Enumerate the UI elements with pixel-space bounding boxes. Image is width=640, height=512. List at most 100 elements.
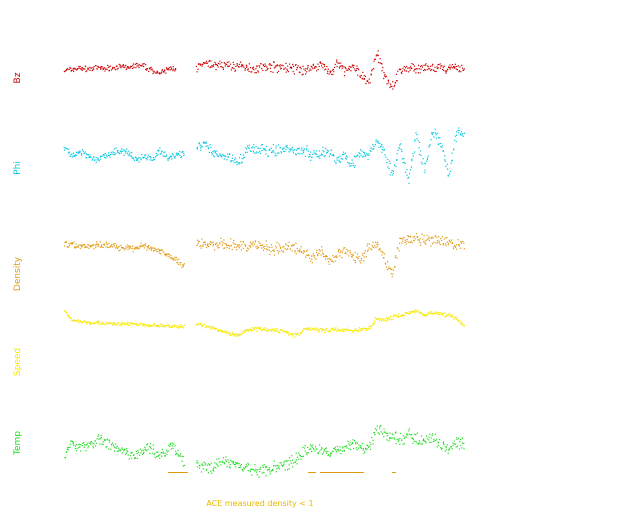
data-point xyxy=(148,326,150,328)
data-point xyxy=(459,66,461,68)
data-point xyxy=(231,157,233,159)
data-point xyxy=(303,250,305,252)
data-point xyxy=(292,149,294,152)
data-point xyxy=(173,68,175,70)
data-point xyxy=(312,153,314,155)
data-point xyxy=(160,325,162,327)
data-point xyxy=(104,323,106,325)
data-point xyxy=(324,147,327,150)
data-point xyxy=(366,154,368,156)
data-point xyxy=(341,257,343,259)
data-point xyxy=(252,68,254,70)
data-point xyxy=(121,247,123,249)
data-point xyxy=(224,463,226,465)
data-point xyxy=(125,453,127,455)
data-point xyxy=(157,324,159,326)
data-point xyxy=(290,333,292,335)
data-point xyxy=(198,240,200,242)
data-point xyxy=(225,63,227,65)
data-point xyxy=(232,67,234,69)
data-point xyxy=(281,464,283,466)
data-point xyxy=(77,153,79,155)
data-point xyxy=(266,469,268,471)
data-point xyxy=(260,144,262,146)
data-point xyxy=(458,71,460,73)
data-point xyxy=(67,148,69,150)
data-point xyxy=(400,315,402,317)
data-point xyxy=(302,252,304,254)
data-point xyxy=(427,66,429,68)
data-point xyxy=(445,316,447,318)
data-point xyxy=(211,152,213,154)
data-point xyxy=(460,321,462,324)
data-point xyxy=(204,462,206,464)
data-point xyxy=(150,157,152,159)
data-point xyxy=(383,77,385,80)
data-point xyxy=(204,243,206,246)
data-point xyxy=(400,314,402,316)
data-point xyxy=(105,246,107,248)
data-point xyxy=(274,66,276,68)
data-point xyxy=(222,68,224,70)
data-point xyxy=(101,321,103,323)
data-point xyxy=(342,447,344,449)
data-point xyxy=(238,335,240,337)
data-point xyxy=(307,446,309,448)
data-point xyxy=(415,68,417,70)
data-point xyxy=(69,317,71,319)
data-point xyxy=(336,159,338,161)
data-point xyxy=(200,149,202,151)
data-point xyxy=(357,68,359,70)
data-point xyxy=(306,249,308,251)
data-point xyxy=(380,431,382,433)
data-point xyxy=(251,243,253,245)
data-point xyxy=(320,254,322,256)
data-point xyxy=(209,328,212,330)
data-point xyxy=(360,330,362,332)
data-point xyxy=(314,446,317,448)
data-point xyxy=(255,68,257,70)
data-point xyxy=(161,69,163,71)
data-point xyxy=(418,64,420,66)
data-point xyxy=(443,443,445,446)
data-point xyxy=(280,68,282,70)
data-point xyxy=(132,323,134,325)
data-point xyxy=(327,454,329,456)
data-point xyxy=(446,241,448,243)
data-point xyxy=(259,244,262,246)
data-point xyxy=(256,66,258,68)
data-point xyxy=(112,153,114,156)
data-point xyxy=(98,320,100,322)
data-point xyxy=(458,127,460,129)
data-point xyxy=(98,434,100,436)
data-point xyxy=(278,468,281,470)
data-point xyxy=(366,448,368,450)
data-point xyxy=(77,67,79,70)
data-point xyxy=(331,328,333,330)
data-point xyxy=(92,245,94,247)
data-point xyxy=(435,134,437,136)
data-point xyxy=(220,330,222,333)
data-point xyxy=(356,449,358,451)
data-point xyxy=(175,453,177,456)
data-point xyxy=(172,70,174,72)
data-point xyxy=(109,156,111,158)
data-point xyxy=(298,454,301,456)
data-point xyxy=(258,246,260,249)
data-point xyxy=(397,315,399,317)
data-point xyxy=(197,63,200,65)
data-point xyxy=(381,148,383,151)
data-point xyxy=(168,255,170,258)
data-point xyxy=(114,447,116,449)
data-point xyxy=(259,471,261,473)
data-point xyxy=(136,248,138,250)
data-point xyxy=(362,448,364,450)
data-point xyxy=(196,324,198,326)
data-point xyxy=(301,147,303,149)
data-point xyxy=(141,154,143,156)
data-point xyxy=(273,67,276,69)
data-point xyxy=(213,150,215,152)
data-point xyxy=(148,245,150,247)
data-point xyxy=(364,78,366,80)
data-point xyxy=(264,63,266,65)
